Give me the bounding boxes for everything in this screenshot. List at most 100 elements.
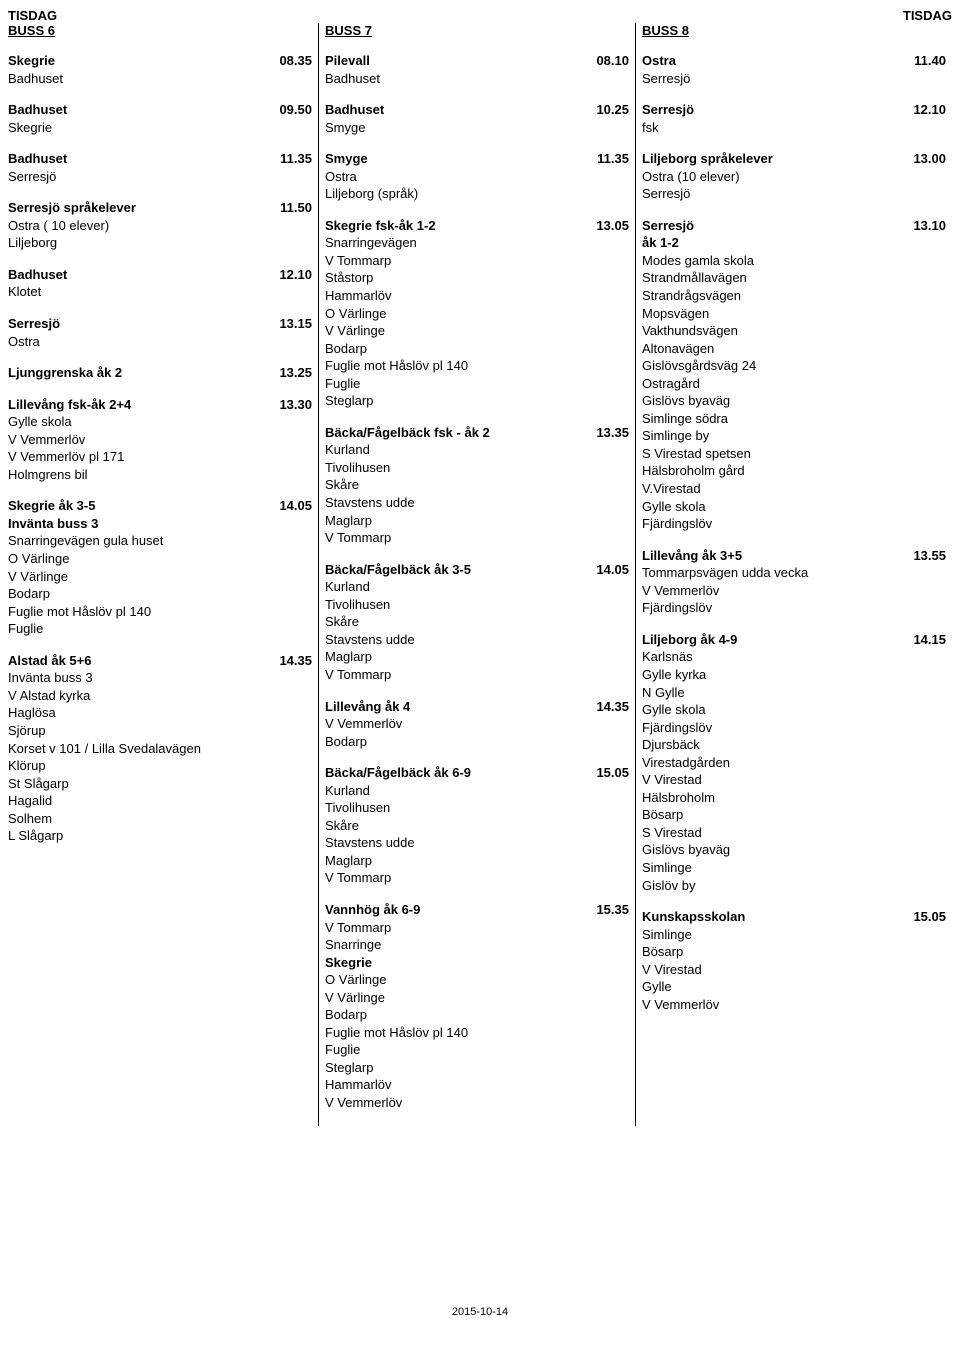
route-head: Badhuset12.10	[8, 266, 312, 284]
stop: Ostra ( 10 elever)	[8, 217, 312, 235]
route-name: Kunskapsskolan	[642, 908, 745, 926]
stop: Serresjö	[8, 168, 312, 186]
stop: Djursbäck	[642, 736, 946, 754]
stop: Fjärdingslöv	[642, 719, 946, 737]
route-head: Skegrie fsk-åk 1-213.05	[325, 217, 629, 235]
stop: Tivolihusen	[325, 596, 629, 614]
route-head: Serresjö 13.10	[642, 217, 946, 235]
route-name: Ostra	[642, 52, 676, 70]
stop: Ostragård	[642, 375, 946, 393]
stop: Bösarp	[642, 943, 946, 961]
stop: V Alstad kyrka	[8, 687, 312, 705]
stop: Steglarp	[325, 1059, 629, 1077]
stop: Fuglie mot Håslöv pl 140	[325, 357, 629, 375]
schedule-grid: BUSS 6Skegrie08.35BadhusetBadhuset09.50S…	[8, 23, 952, 1126]
stop: Serresjö	[642, 70, 946, 88]
stop: Fuglie	[325, 1041, 629, 1059]
route-time: 15.05	[596, 764, 629, 782]
route-name: Liljeborg språkelever	[642, 150, 773, 168]
bus-title: BUSS 7	[325, 23, 629, 38]
stop: Hälsbroholm gård	[642, 462, 946, 480]
stop: Kurland	[325, 441, 629, 459]
bus-title: BUSS 6	[8, 23, 312, 38]
stop: Hammarlöv	[325, 287, 629, 305]
stop: Simlinge	[642, 859, 946, 877]
route-time: 09.50	[279, 101, 312, 119]
route-head: Serresjö 13.15	[8, 315, 312, 333]
stop: Gislövs byaväg	[642, 841, 946, 859]
route-time: 15.35	[596, 901, 629, 919]
stop: Fjärdingslöv	[642, 599, 946, 617]
stop: Korset v 101 / Lilla Svedalavägen	[8, 740, 312, 758]
route-head: Badhuset10.25	[325, 101, 629, 119]
route-name: Badhuset	[325, 101, 384, 119]
stop: Modes gamla skola	[642, 252, 946, 270]
route-head: Bäcka/Fågelbäck åk 3-514.05	[325, 561, 629, 579]
stop: O Värlinge	[325, 971, 629, 989]
bus-title: BUSS 8	[642, 23, 946, 38]
stop: Gylle skola	[642, 498, 946, 516]
stop: Stavstens udde	[325, 631, 629, 649]
route-name: Skegrie fsk-åk 1-2	[325, 217, 436, 235]
stop: Badhuset	[325, 70, 629, 88]
stop: Skegrie	[8, 119, 312, 137]
route-head: Pilevall08.10	[325, 52, 629, 70]
stop: V Värlinge	[325, 322, 629, 340]
page-header: TISDAG TISDAG	[8, 8, 952, 23]
stop: Bodarp	[325, 340, 629, 358]
route-name: Liljeborg åk 4-9	[642, 631, 737, 649]
stop: Klotet	[8, 283, 312, 301]
route-name: Badhuset	[8, 101, 67, 119]
stop: Skåre	[325, 476, 629, 494]
route-time: 11.50	[280, 199, 312, 217]
route-head: Serresjö12.10	[642, 101, 946, 119]
stop: V Virestad	[642, 771, 946, 789]
stop: Gislövsgårdsväg 24	[642, 357, 946, 375]
stop: Strandmållavägen	[642, 269, 946, 287]
stop: Gylle	[642, 978, 946, 996]
stop: V Tommarp	[325, 919, 629, 937]
route-head: Skegrie08.35	[8, 52, 312, 70]
route-name: Serresjö	[8, 315, 60, 333]
stop: Tommarpsvägen udda vecka	[642, 564, 946, 582]
stop: S Virestad	[642, 824, 946, 842]
route-head: Serresjö språkelever11.50	[8, 199, 312, 217]
stop: Strandrågsvägen	[642, 287, 946, 305]
route-name: Lillevång fsk-åk 2+4	[8, 396, 131, 414]
route-name: Alstad åk 5+6	[8, 652, 91, 670]
route-name: Serresjö	[642, 217, 694, 235]
route-time: 13.30	[279, 396, 312, 414]
stop: Bodarp	[325, 1006, 629, 1024]
stop: Stavstens udde	[325, 494, 629, 512]
route-time: 13.10	[913, 217, 946, 235]
stop: Ostra	[8, 333, 312, 351]
stop: Simlinge södra	[642, 410, 946, 428]
stop: Fuglie	[8, 620, 312, 638]
stop: Fuglie mot Håslöv pl 140	[325, 1024, 629, 1042]
route-time: 13.15	[279, 315, 312, 333]
stop: Tivolihusen	[325, 459, 629, 477]
stop: Altonavägen	[642, 340, 946, 358]
stop: Vakthundsvägen	[642, 322, 946, 340]
stop: Mopsvägen	[642, 305, 946, 323]
route-subhead: åk 1-2	[642, 234, 946, 252]
stop: V Tommarp	[325, 529, 629, 547]
stop: Hammarlöv	[325, 1076, 629, 1094]
stop: V Värlinge	[325, 989, 629, 1007]
route-name: Pilevall	[325, 52, 370, 70]
stop: Invänta buss 3	[8, 669, 312, 687]
route-head: Vannhög åk 6-915.35	[325, 901, 629, 919]
column-buss-7: BUSS 7Pilevall08.10BadhusetBadhuset10.25…	[318, 23, 635, 1126]
stop: V.Virestad	[642, 480, 946, 498]
route-time: 12.10	[913, 101, 946, 119]
column-buss-8: BUSS 8Ostra11.40SerresjöSerresjö12.10fsk…	[635, 23, 952, 1126]
stop: Maglarp	[325, 852, 629, 870]
stop: Bösarp	[642, 806, 946, 824]
stop: V Vemmerlöv	[8, 431, 312, 449]
stop: Liljeborg	[8, 234, 312, 252]
route-time: 13.55	[913, 547, 946, 565]
column-buss-6: BUSS 6Skegrie08.35BadhusetBadhuset09.50S…	[8, 23, 318, 1126]
route-subhead: Invänta buss 3	[8, 515, 312, 533]
stop: Holmgrens bil	[8, 466, 312, 484]
stop: V Vemmerlöv	[642, 996, 946, 1014]
